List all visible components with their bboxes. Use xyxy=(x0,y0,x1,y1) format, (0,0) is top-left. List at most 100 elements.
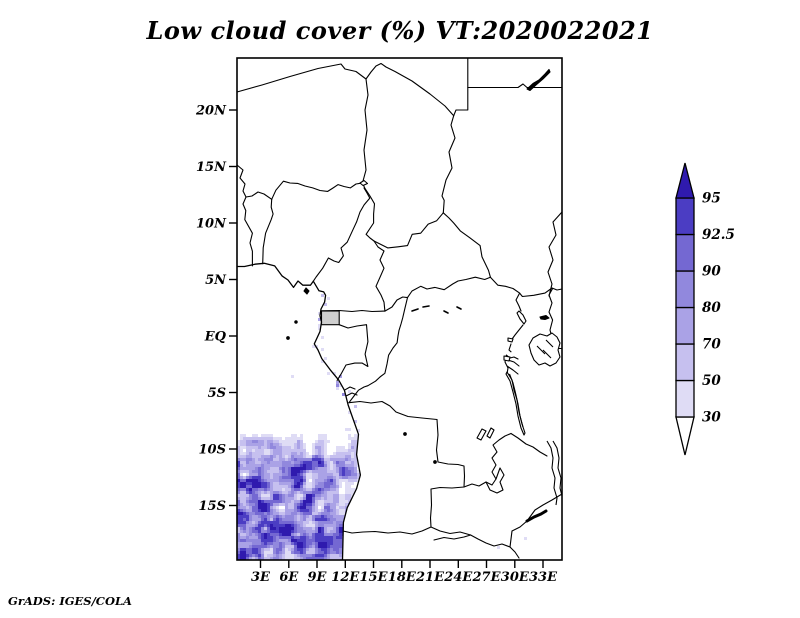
cloud-cell xyxy=(324,488,327,491)
cloud-cell xyxy=(339,539,342,542)
cloud-cell xyxy=(300,440,303,443)
cloud-cell xyxy=(348,443,351,446)
cloud-cell xyxy=(363,470,366,473)
cloud-cell xyxy=(330,458,333,461)
cloud-cell xyxy=(261,461,264,464)
cloud-cell xyxy=(282,551,285,554)
cloud-cell xyxy=(273,503,276,506)
cloud-cell xyxy=(240,497,243,500)
cloud-cell xyxy=(318,485,321,488)
colorbar-segment xyxy=(675,197,695,236)
cloud-cell xyxy=(285,452,288,455)
cloud-cell xyxy=(276,506,279,509)
cloud-cell xyxy=(336,545,339,548)
cloud-cell xyxy=(300,464,303,467)
cloud-cell xyxy=(282,521,285,524)
cloud-cell xyxy=(276,548,279,551)
cloud-cell xyxy=(354,452,357,455)
cloud-cell xyxy=(312,545,315,548)
cloud-cell xyxy=(255,512,258,515)
cloud-cell xyxy=(270,491,273,494)
cloud-cell xyxy=(312,482,315,485)
cloud-cell xyxy=(276,488,279,491)
border-niger-nigeria xyxy=(271,180,364,200)
cloud-cell xyxy=(309,515,312,518)
cloud-cell xyxy=(318,440,321,443)
cloud-cell xyxy=(276,536,279,539)
cloud-cell xyxy=(249,482,252,485)
cloud-cell xyxy=(273,521,276,524)
cloud-cell xyxy=(261,440,264,443)
cloud-cell xyxy=(321,446,324,449)
cloud-cell xyxy=(345,482,348,485)
cloud-cell xyxy=(255,506,258,509)
cloud-cell xyxy=(279,455,282,458)
cloud-cell xyxy=(336,476,339,479)
cloud-cell xyxy=(282,509,285,512)
cloud-cell xyxy=(363,446,366,449)
cloud-cell xyxy=(285,542,288,545)
cloud-cell xyxy=(261,512,264,515)
cloud-cell xyxy=(276,521,279,524)
cloud-cell xyxy=(363,494,366,497)
cloud-cell xyxy=(285,536,288,539)
cloud-cell xyxy=(321,533,324,536)
cloud-cell xyxy=(285,446,288,449)
cloud-cell xyxy=(321,437,324,440)
cloud-cell xyxy=(252,545,255,548)
cloud-cell xyxy=(345,527,348,530)
cloud-cell xyxy=(261,452,264,455)
cloud-cell xyxy=(267,443,270,446)
cloud-cell xyxy=(312,539,315,542)
cloud-cell xyxy=(249,524,252,527)
cloud-cell xyxy=(339,530,342,533)
cloud-cell xyxy=(237,527,240,530)
cloud-cell xyxy=(273,506,276,509)
cloud-cell xyxy=(318,536,321,539)
cloud-cell xyxy=(264,551,267,554)
cloud-cell xyxy=(294,515,297,518)
cloud-cell xyxy=(348,470,351,473)
cloud-cell xyxy=(306,545,309,548)
cloud-cell xyxy=(261,551,264,554)
cloud-cell xyxy=(312,503,315,506)
cloud-cell xyxy=(252,533,255,536)
border-libya-egypt-sudan xyxy=(453,57,469,117)
cloud-cell xyxy=(321,294,324,297)
cloud-cell xyxy=(348,545,351,548)
cloud-cell xyxy=(258,515,261,518)
cloud-cell xyxy=(315,470,318,473)
cloud-cell xyxy=(363,533,366,536)
cloud-cell xyxy=(366,440,369,443)
cloud-cell xyxy=(291,533,294,536)
cloud-cell xyxy=(309,458,312,461)
cloud-cell xyxy=(333,497,336,500)
cloud-cell xyxy=(297,530,300,533)
cloud-cell xyxy=(366,488,369,491)
cloud-cell xyxy=(279,467,282,470)
cloud-cell xyxy=(327,536,330,539)
cloud-cell xyxy=(354,518,357,521)
cloud-cell xyxy=(327,503,330,506)
cloud-cell xyxy=(297,452,300,455)
cloud-cell xyxy=(351,458,354,461)
cloud-cell xyxy=(252,530,255,533)
cloud-cell xyxy=(336,542,339,545)
cloud-cell xyxy=(363,476,366,479)
cloud-cell xyxy=(276,494,279,497)
cloud-cell xyxy=(273,545,276,548)
cloud-cell xyxy=(294,545,297,548)
cloud-cell xyxy=(294,461,297,464)
cloud-cell xyxy=(348,554,351,557)
cloud-cell xyxy=(255,548,258,551)
cloud-cell xyxy=(366,479,369,482)
cloud-cell xyxy=(345,458,348,461)
cloud-cell xyxy=(306,530,309,533)
cloud-cell xyxy=(321,473,324,476)
cloud-cell xyxy=(273,437,276,440)
cloud-cell xyxy=(249,488,252,491)
cloud-cell xyxy=(261,503,264,506)
cloud-cell xyxy=(312,542,315,545)
cloud-cell xyxy=(285,494,288,497)
cloud-cell xyxy=(282,497,285,500)
